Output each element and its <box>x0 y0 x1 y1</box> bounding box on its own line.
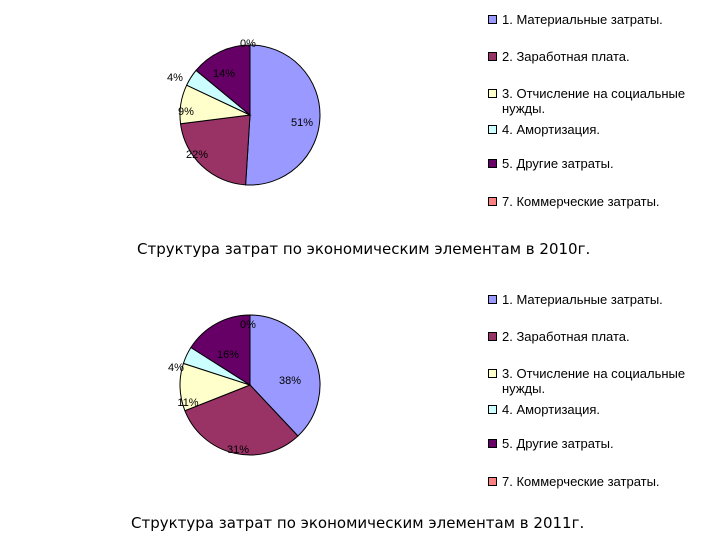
pie-2011: 38% 31% 11% 4% 16% 0% <box>168 314 321 456</box>
data-label-commercial: 0% <box>240 38 256 50</box>
legend-label: 5. Другие затраты. <box>502 436 614 451</box>
legend-swatch <box>488 159 497 168</box>
legend-item-other: 5. Другие затраты. <box>488 436 614 451</box>
legend-label: 4. Амортизация. <box>502 122 601 137</box>
legend-label: 2. Заработная плата. <box>502 329 630 344</box>
legend-swatch <box>488 405 497 414</box>
legend-label: 3. Отчисление на социальные нужды. <box>502 86 686 116</box>
data-label-social: 11% <box>177 397 198 409</box>
pie-slice-other <box>195 44 251 117</box>
legend-label: 5. Другие затраты. <box>502 156 614 171</box>
data-label-material: 51% <box>291 117 313 129</box>
chart-title-2011: Структура затрат по экономическим элемен… <box>131 514 585 532</box>
legend-swatch <box>488 332 497 341</box>
legend-item-depreciation: 4. Амортизация. <box>488 122 600 137</box>
legend-item-salary: 2. Заработная плата. <box>488 329 630 344</box>
legend-label: 7. Коммерческие затраты. <box>502 474 660 489</box>
legend-label: 4. Амортизация. <box>502 402 601 417</box>
pie-slice-other <box>190 314 251 386</box>
legend-swatch <box>488 125 497 134</box>
data-label-other: 16% <box>217 349 239 361</box>
legend-item-social: 3. Отчисление на социальные нужды. <box>488 366 713 396</box>
legend-item-material: 1. Материальные затраты. <box>488 12 663 27</box>
legend-swatch <box>488 52 497 61</box>
pie-slice-salary <box>184 384 299 456</box>
legend-label: 7. Коммерческие затраты. <box>502 194 660 209</box>
legend-swatch <box>488 15 497 24</box>
legend-label: 3. Отчисление на социальные нужды. <box>502 366 686 396</box>
chart-title-2010: Структура затрат по экономическим элемен… <box>137 240 591 258</box>
legend-swatch <box>488 89 497 98</box>
legend-item-salary: 2. Заработная плата. <box>488 49 630 64</box>
legend-label: 1. Материальные затраты. <box>502 292 663 307</box>
legend-item-other: 5. Другие затраты. <box>488 156 614 171</box>
data-label-salary: 31% <box>227 444 249 456</box>
legend-label: 1. Материальные затраты. <box>502 12 663 27</box>
legend-item-social: 3. Отчисление на социальные нужды. <box>488 86 713 116</box>
legend-item-material: 1. Материальные затраты. <box>488 292 663 307</box>
pie-slice-material <box>245 44 321 186</box>
legend-swatch <box>488 439 497 448</box>
pie-chart-2010: 51% 22% 9% 4% 14% 0% 1. Материальные затраты.… <box>137 12 713 258</box>
data-label-salary: 22% <box>186 149 208 161</box>
data-label-social: 9% <box>178 106 194 118</box>
pie-slice-material <box>249 314 321 437</box>
pie-chart-2011: 38% 31% 11% 4% 16% 0% 1. Материальные затраты… <box>0 270 720 540</box>
data-label-other: 14% <box>213 68 235 80</box>
legend-item-commercial: 7. Коммерческие затраты. <box>488 194 660 209</box>
legend-swatch <box>488 295 497 304</box>
pie-2010: 51% 22% 9% 4% 14% 0% <box>167 38 321 186</box>
legend-swatch <box>488 369 497 378</box>
data-label-material: 38% <box>279 375 301 387</box>
legend-item-depreciation: 4. Амортизация. <box>488 402 600 417</box>
pie-slice-salary <box>179 114 251 186</box>
legend-label: 2. Заработная плата. <box>502 49 630 64</box>
legend-swatch <box>488 477 497 486</box>
legend-swatch <box>488 197 497 206</box>
legend-item-commercial: 7. Коммерческие затраты. <box>488 474 660 489</box>
data-label-commercial: 0% <box>240 319 256 331</box>
data-label-depreciation: 4% <box>168 362 184 374</box>
data-label-depreciation: 4% <box>167 72 183 84</box>
